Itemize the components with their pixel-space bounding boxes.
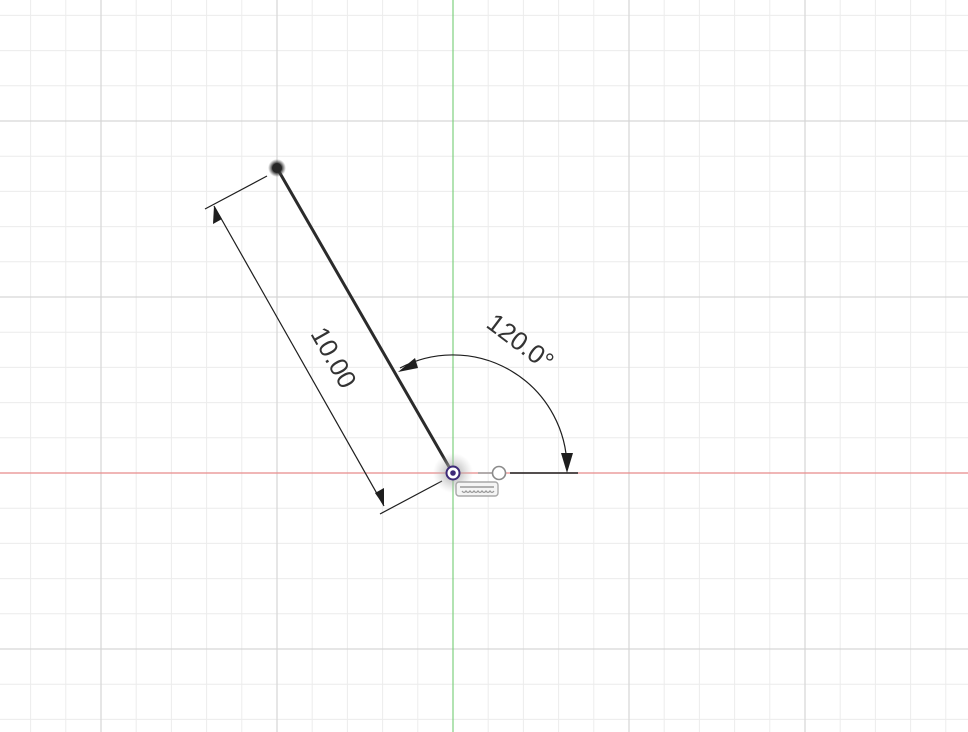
constraint-handle-icon[interactable]	[491, 465, 507, 481]
dimension-arrow-end	[375, 488, 384, 506]
dimension-arrow-start	[213, 206, 222, 224]
angle-arrow-start	[398, 358, 418, 372]
extension-line-start	[204, 175, 268, 210]
constraint-badge-marks	[461, 489, 495, 494]
angle-arrow-end	[561, 453, 573, 473]
constraint-badge	[455, 481, 499, 497]
sketch-point-core	[272, 163, 282, 173]
dimension-line	[213, 205, 385, 507]
horizontal-constraint-icon[interactable]	[455, 465, 507, 497]
angle-arc	[399, 354, 568, 468]
angle-dimension-label[interactable]: 120.0°	[481, 307, 559, 376]
sketch-line[interactable]	[275, 167, 454, 473]
extension-line-end	[379, 480, 443, 515]
origin-point-center	[450, 470, 456, 476]
